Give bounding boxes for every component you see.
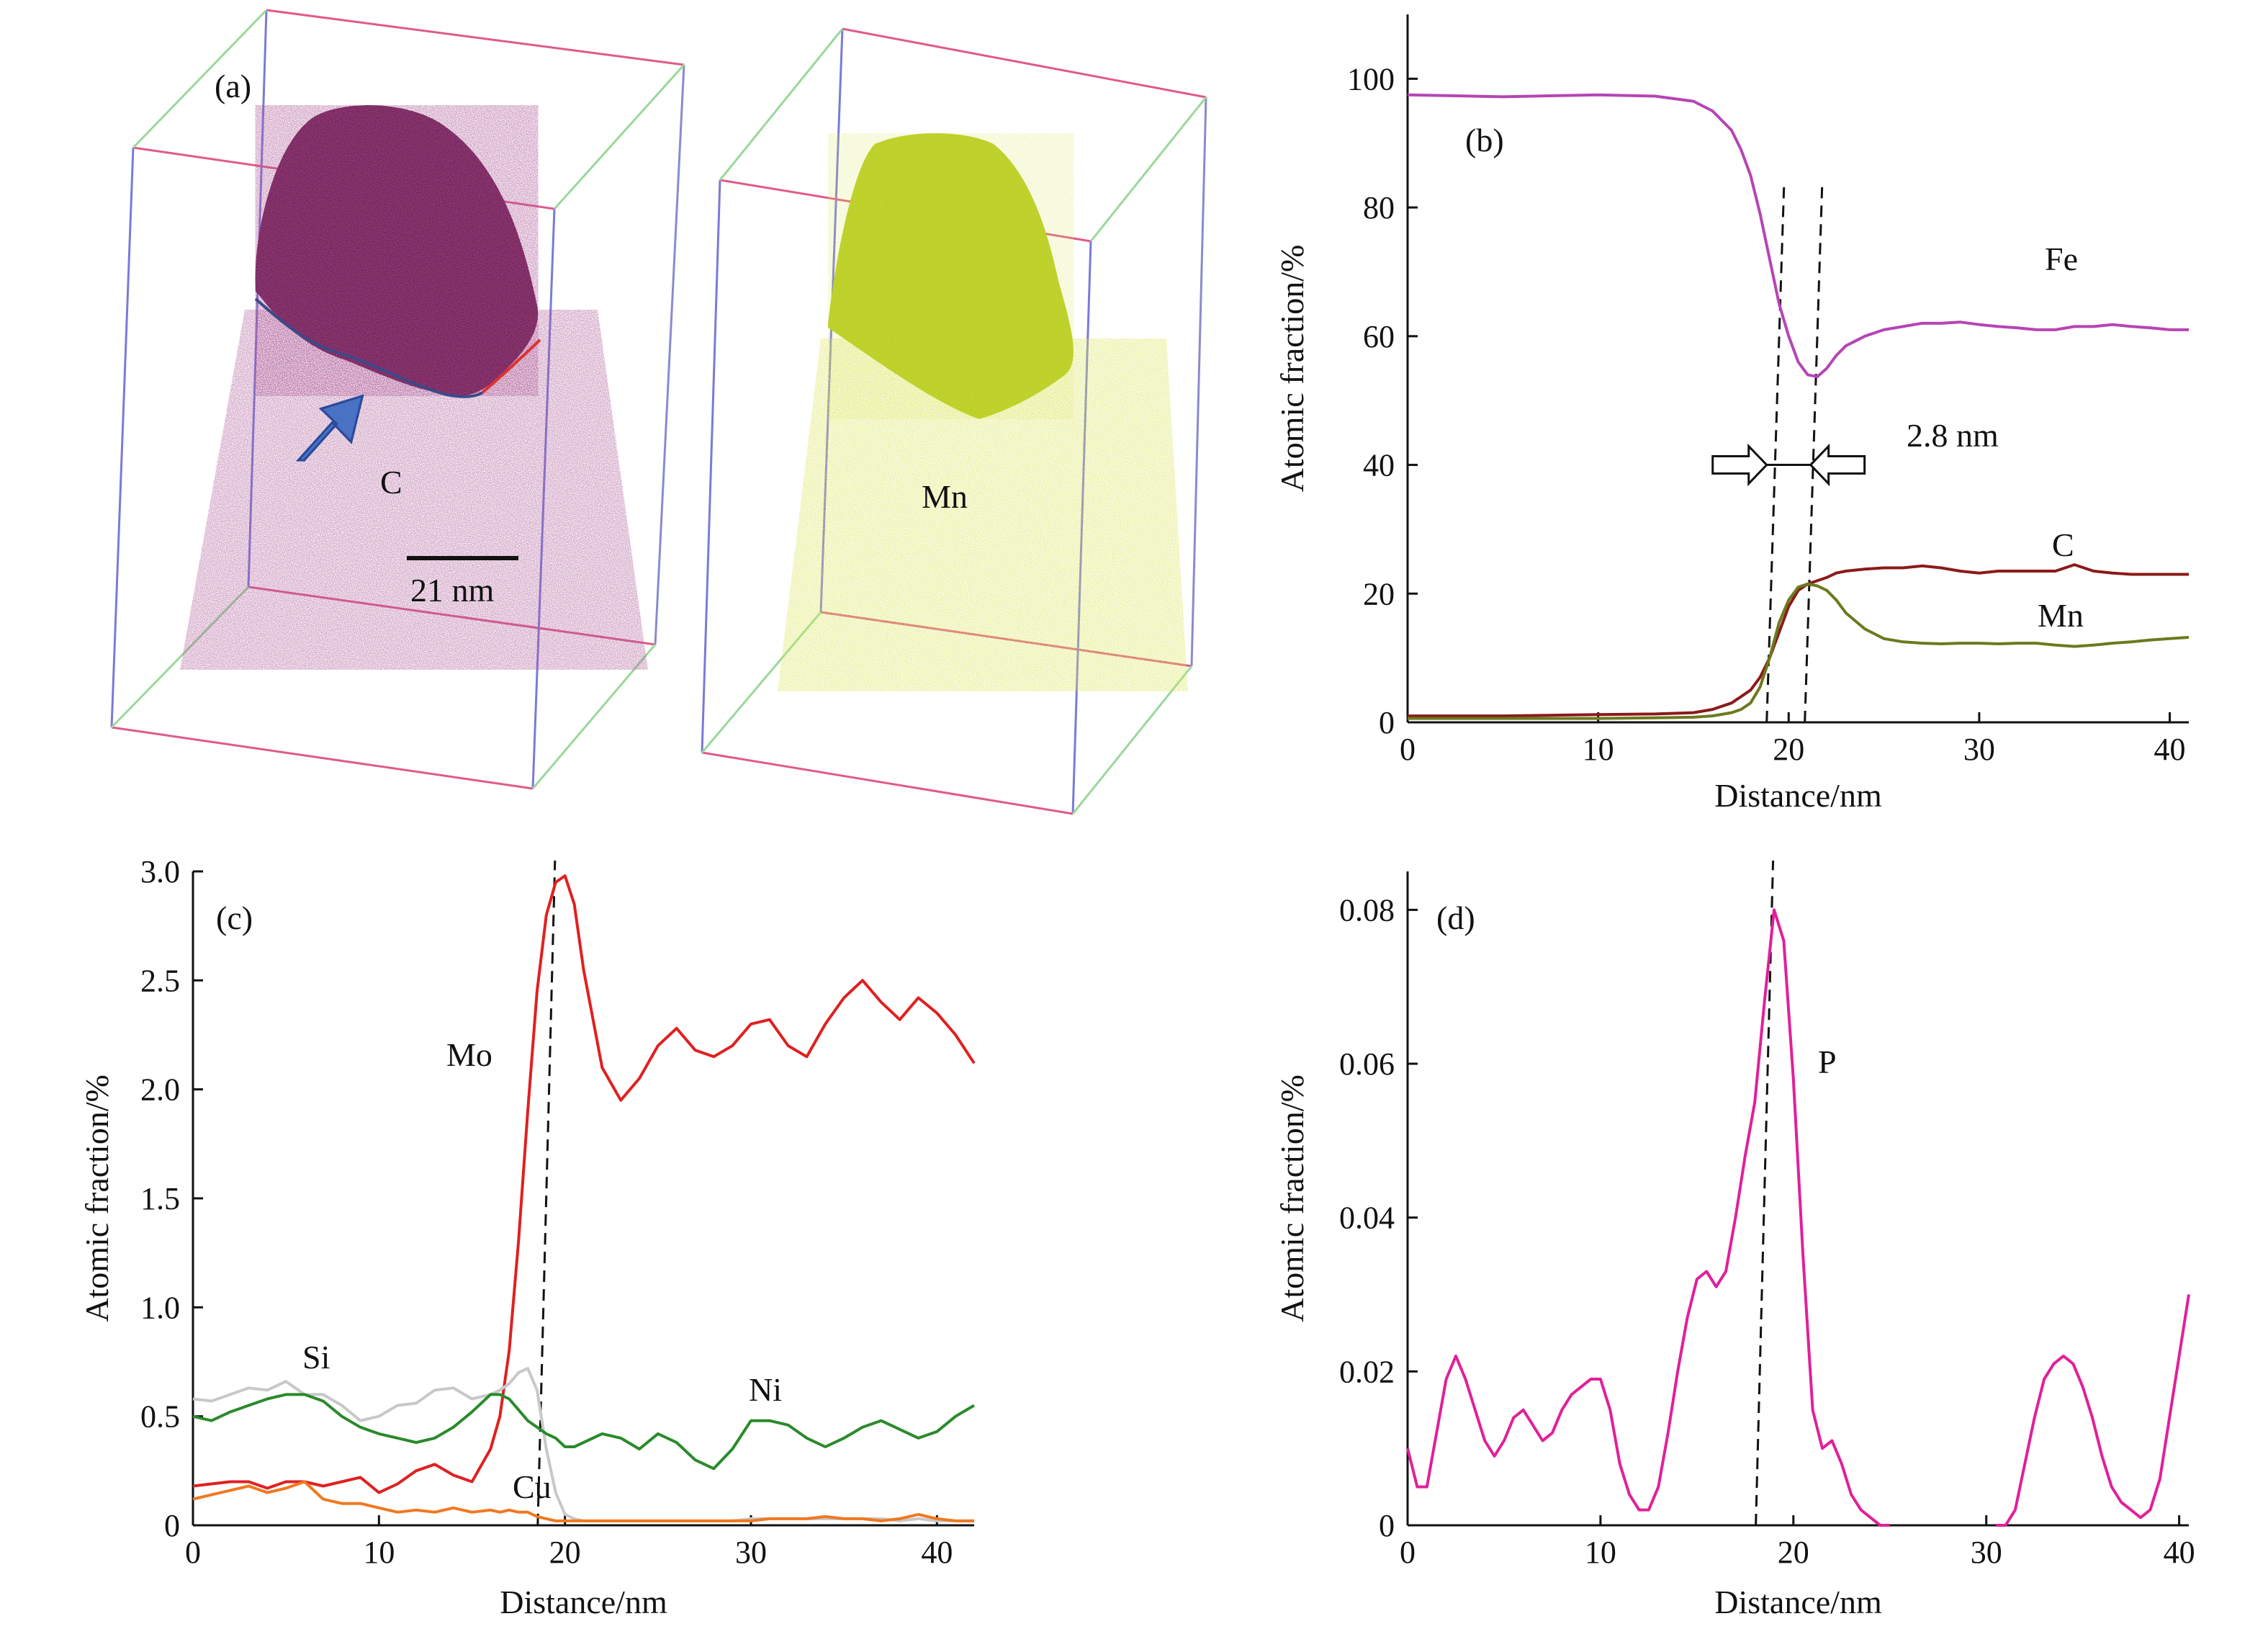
x-tick-label: 10: [1583, 732, 1614, 767]
x-tick-label: 40: [2164, 1535, 2195, 1570]
x-axis-label: Distance/nm: [1714, 1584, 1882, 1620]
chart-b: 0 10 20 30 40 0 20 40 60 80 100 Distance/nm Atomic f…: [1274, 14, 2190, 814]
x-tick-label: 30: [735, 1535, 767, 1570]
series-label-mn: Mn: [2038, 597, 2084, 634]
x-tick-label: 20: [1773, 732, 1804, 767]
y-tick-label: 2.5: [140, 963, 180, 998]
panel-label-b: (b): [1465, 122, 1504, 158]
x-tick-label: 20: [549, 1535, 581, 1570]
y-axis-label: Atomic fraction/%: [78, 1074, 115, 1322]
arrow-left-icon: [1809, 443, 1866, 487]
panel-a: (a) C 21 nm Mn: [110, 9, 1207, 815]
width-annotation: 2.8 nm: [1907, 417, 1999, 454]
reference-dashed-line: [536, 860, 557, 1526]
interface-outline: [254, 297, 484, 398]
x-tick-label: 0: [185, 1535, 201, 1570]
x-axis-label: Distance/nm: [1714, 777, 1882, 814]
arrow-icon: [295, 394, 364, 462]
chart-d: 0 10 20 30 40 0 0.02 0.04 0.06 0.08 Distance/nm Ato…: [1274, 860, 2195, 1620]
y-tick-label: 80: [1363, 190, 1395, 225]
series-label-c: C: [2052, 526, 2074, 563]
panel-label-d: (d): [1436, 899, 1475, 936]
y-tick-label: 0.02: [1339, 1354, 1395, 1389]
x-tick-label: 40: [2154, 732, 2186, 767]
panel-label-c: (c): [216, 899, 253, 936]
y-tick-label: 20: [1363, 576, 1395, 611]
y-tick-label: 0.06: [1339, 1046, 1395, 1082]
y-tick-label: 40: [1363, 448, 1395, 483]
x-axis-label: Distance/nm: [500, 1584, 667, 1620]
y-tick-label: 1.0: [140, 1290, 180, 1325]
series-label-p: P: [1818, 1044, 1837, 1080]
x-tick-label: 0: [1400, 1535, 1416, 1570]
series-label-fe: Fe: [2045, 241, 2078, 277]
y-tick-label: 0: [1379, 1508, 1395, 1543]
reference-dashed-line: [1765, 187, 1786, 723]
y-tick-label: 0.08: [1339, 892, 1395, 928]
series-line-mo: [192, 874, 976, 1494]
scale-bar-label: 21 nm: [410, 572, 495, 609]
reference-dashed-line: [1755, 860, 1775, 1526]
element-label-mn: Mn: [922, 478, 968, 515]
y-tick-label: 0.04: [1339, 1201, 1395, 1236]
series-label-mo: Mo: [446, 1036, 492, 1073]
x-tick-label: 10: [363, 1535, 395, 1570]
y-axis-label: Atomic fraction/%: [1274, 1074, 1310, 1322]
mn-precipitate-texture: [828, 133, 1074, 419]
x-tick-label: 30: [1971, 1535, 2002, 1570]
y-tick-label: 0: [164, 1508, 180, 1543]
y-tick-label: 0: [1379, 705, 1395, 740]
x-tick-label: 40: [921, 1535, 953, 1570]
y-tick-label: 2.0: [140, 1072, 180, 1108]
series-label-cu: Cu: [513, 1468, 552, 1505]
x-tick-label: 10: [1585, 1535, 1616, 1570]
series-line-fe: [1407, 93, 2189, 379]
x-tick-label: 20: [1778, 1535, 1809, 1570]
element-label-c: C: [380, 464, 402, 501]
series-line-mn: [1408, 582, 2190, 720]
arrow-right-icon: [1711, 443, 1768, 487]
y-tick-label: 0.5: [140, 1399, 180, 1435]
interface-outline-red: [481, 338, 541, 394]
series-label-ni: Ni: [749, 1371, 782, 1408]
chart-c: 0 10 20 30 40 0 0.5 1.0 1.5 2.0 2.5 3.0 Distance/nm A…: [78, 854, 976, 1620]
series-line-c: [1408, 563, 2189, 718]
series-line-cu: [192, 1480, 974, 1522]
panel-label-a: (a): [215, 68, 251, 104]
y-tick-label: 3.0: [140, 854, 180, 889]
c-precipitate-texture: [255, 105, 539, 397]
series-label-si: Si: [302, 1339, 330, 1376]
y-tick-label: 1.5: [140, 1181, 180, 1216]
reference-dashed-line: [1804, 187, 1824, 723]
x-tick-label: 0: [1400, 732, 1416, 767]
y-tick-label: 60: [1363, 319, 1395, 354]
series-line-si: [192, 1367, 974, 1522]
y-tick-label: 100: [1347, 61, 1395, 97]
series-line-p: [1406, 908, 2190, 1527]
x-tick-label: 30: [1963, 732, 1995, 767]
y-axis-label: Atomic fraction/%: [1274, 245, 1310, 493]
series-line-ni: [192, 1393, 976, 1471]
